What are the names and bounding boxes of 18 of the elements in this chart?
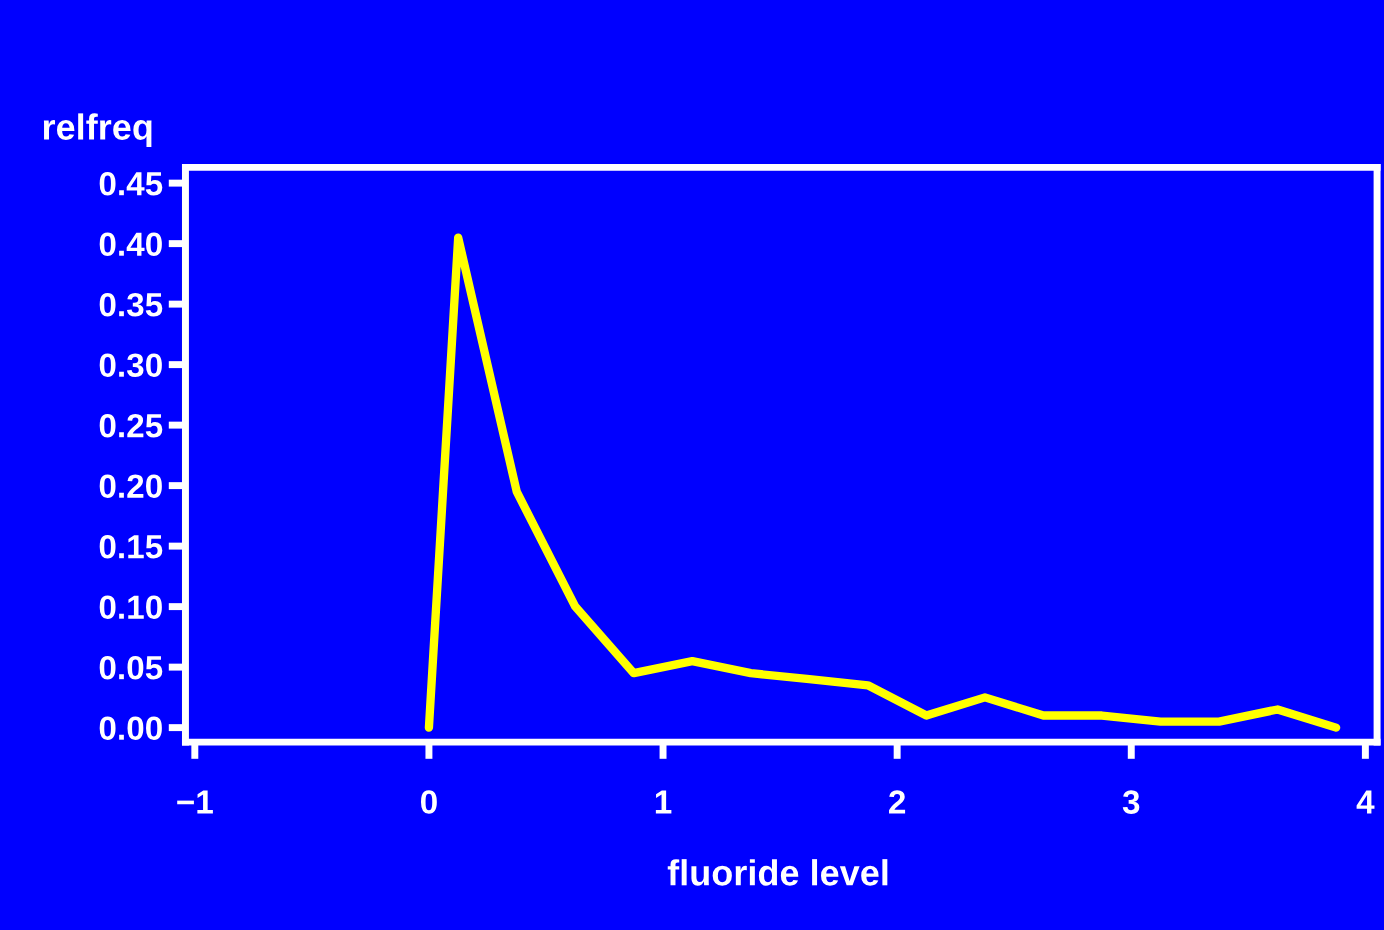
y-tick-label: 0.15 [99,534,163,559]
x-axis-title: fluoride level [667,859,888,886]
x-tick-label: 2 [889,790,906,814]
x-tick-label: 0 [420,790,437,814]
y-axis-title: relfreq [43,113,152,148]
y-tick-label: 0.20 [99,474,162,499]
y-tick-label: 0.35 [99,292,163,317]
x-tick-label: 3 [1122,790,1140,814]
y-tick-label: 0.25 [99,413,163,438]
y-tick-label: 0.45 [99,171,163,196]
y-tick-label: 0.30 [99,353,162,378]
x-tick-label: 1 [655,790,672,814]
x-tick-label: 4 [1356,790,1375,814]
y-tick-label: 0.05 [99,655,163,680]
y-tick-label: 0.40 [99,232,162,257]
y-tick-label: 0.10 [99,595,162,620]
y-tick-label: 0.00 [99,716,162,741]
x-tick-label: −1 [177,790,213,814]
